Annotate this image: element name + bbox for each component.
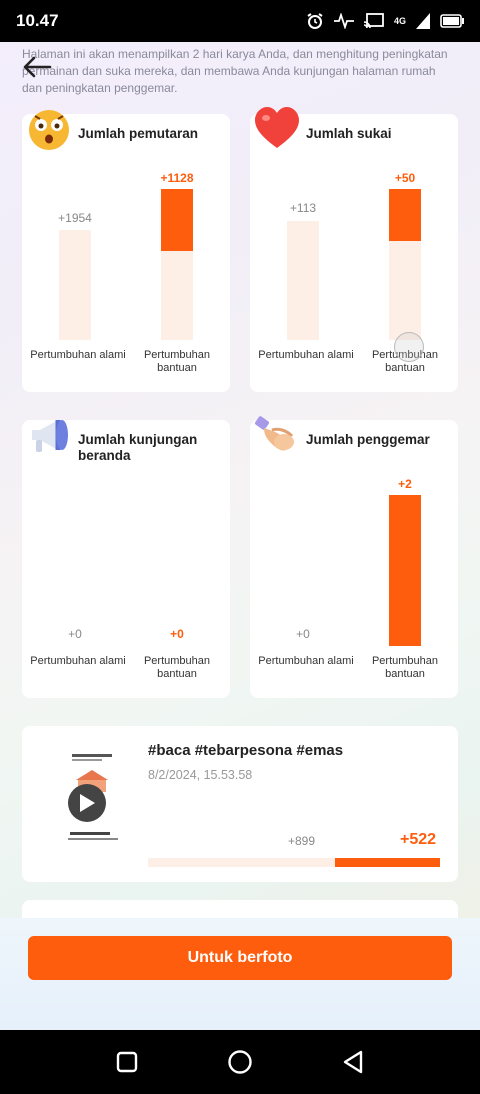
boost-bar-fill: [389, 495, 421, 646]
natural-value: +0: [68, 627, 82, 641]
natural-axis-label: Pertumbuhan alami: [258, 349, 354, 361]
boost-value: +2: [398, 477, 412, 491]
natural-axis-label: Pertumbuhan alami: [30, 349, 126, 361]
touch-indicator: [394, 332, 424, 362]
boost-axis-label: Pertumbuhan bantuan: [143, 655, 211, 680]
card-title: Jumlah pemutaran: [78, 126, 199, 141]
play-icon: [80, 794, 95, 812]
bottom-panel: Untuk berfoto: [0, 918, 480, 1030]
video-boost-value: +522: [400, 831, 437, 848]
natural-axis-label: Pertumbuhan alami: [30, 655, 126, 667]
cast-icon: [363, 13, 384, 29]
megaphone-icon: [32, 420, 68, 452]
status-bar: 10.47 4G: [0, 0, 480, 42]
boost-value: +0: [170, 627, 184, 641]
card-plays: Jumlah pemutaran +1954 +1128 Pertumbuhan…: [22, 110, 230, 392]
card-likes: Jumlah sukai +113 +50 Pertumbuhan alami …: [250, 107, 458, 392]
status-icons: 4G: [306, 12, 464, 30]
signal-icon: [416, 13, 430, 29]
boost-bar: [389, 495, 421, 646]
recents-button[interactable]: [107, 1042, 147, 1082]
boost-bar: [389, 189, 421, 340]
natural-bar: [287, 221, 319, 340]
card-title: Jumlah kunjungan beranda: [78, 432, 198, 463]
boost-value: +50: [394, 171, 416, 185]
home-icon: [228, 1050, 252, 1074]
home-button[interactable]: [220, 1042, 260, 1082]
card-fans: Jumlah penggemar +0 +2 Pertumbuhan alami…: [250, 416, 458, 698]
heart-icon: [255, 107, 299, 148]
surprised-emoji-icon: [29, 110, 69, 150]
handshake-icon: [255, 416, 294, 451]
boost-bar-fill: [389, 189, 421, 241]
video-natural-value: +899: [288, 834, 316, 848]
natural-value: +0: [296, 627, 310, 641]
alarm-icon: [307, 13, 323, 29]
back-triangle-icon: [344, 1050, 363, 1074]
network-label: 4G: [393, 16, 406, 26]
play-button[interactable]: [68, 784, 106, 822]
natural-value: +113: [289, 201, 317, 215]
recents-icon: [116, 1051, 137, 1073]
battery-icon: [440, 14, 464, 28]
boost-value: +1128: [160, 171, 194, 185]
natural-axis-label: Pertumbuhan alami: [258, 655, 354, 667]
card-title: Jumlah sukai: [306, 126, 392, 141]
natural-value: +1954: [58, 211, 92, 225]
boost-axis-label: Pertumbuhan bantuan: [143, 349, 211, 374]
video-progress-bar: [148, 858, 440, 867]
boost-bar: [161, 189, 193, 340]
video-title: #baca #tebarpesona #emas: [148, 742, 344, 759]
back-arrow-icon: [23, 56, 52, 78]
activity-icon: [333, 13, 354, 29]
video-card[interactable]: #baca #tebarpesona #emas 8/2/2024, 15.53…: [22, 726, 458, 882]
back-button[interactable]: [20, 52, 54, 82]
boost-bar-fill: [161, 189, 193, 251]
video-progress-fill: [334, 858, 440, 867]
video-date: 8/2/2024, 15.53.58: [148, 768, 253, 782]
natural-bar: [59, 230, 91, 340]
status-time: 10.47: [16, 11, 59, 30]
back-nav-button[interactable]: [333, 1042, 373, 1082]
intro-text: Halaman ini akan menampilkan 2 hari kary…: [22, 47, 448, 95]
take-photo-button[interactable]: Untuk berfoto: [28, 936, 452, 980]
boost-axis-label: Pertumbuhan bantuan: [371, 655, 439, 680]
system-nav-bar: [0, 1030, 480, 1094]
card-title: Jumlah penggemar: [306, 432, 430, 447]
card-profile-visits: Jumlah kunjungan beranda +0 +0 Pertumbuh…: [22, 420, 230, 698]
